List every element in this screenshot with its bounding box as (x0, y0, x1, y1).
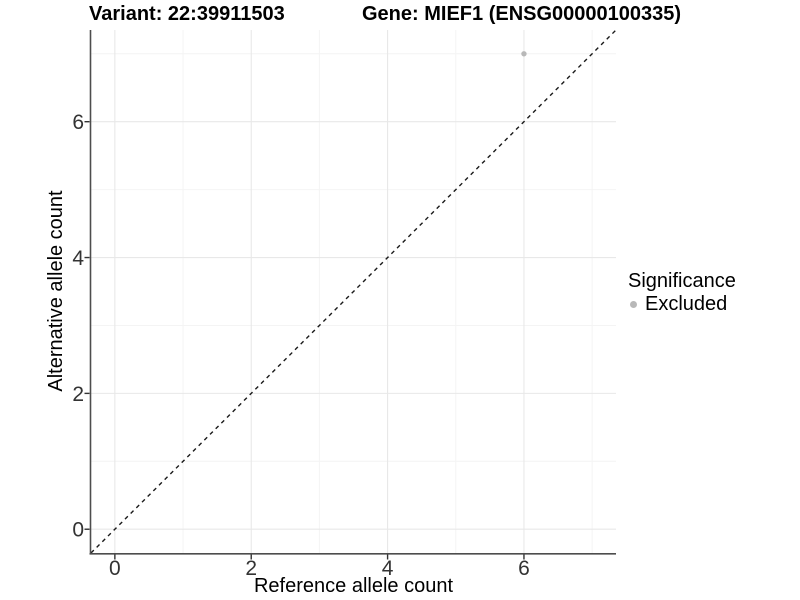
excluded-point-icon (630, 301, 637, 308)
x-axis-title: Reference allele count (253, 575, 453, 597)
gene-title: Gene: MIEF1 (ENSG00000100335) (362, 3, 682, 25)
legend: Significance Excluded (628, 270, 736, 316)
identity-reference-line (90, 29, 617, 554)
y-tick-label: 0 (72, 519, 84, 542)
x-tick-label: 6 (518, 557, 530, 580)
y-tick-label: 4 (72, 247, 84, 270)
legend-item-excluded: Excluded (628, 293, 736, 316)
x-tick-label: 0 (109, 557, 121, 580)
data-point-excluded (521, 51, 527, 57)
x-tick-label: 2 (245, 557, 257, 580)
x-tick-label: 4 (382, 557, 394, 580)
legend-item-label: Excluded (645, 293, 728, 315)
y-tick-label: 6 (72, 111, 84, 134)
y-axis-title: Alternative allele count (45, 190, 67, 392)
variant-title: Variant: 22:39911503 (89, 3, 285, 25)
legend-title: Significance (628, 270, 736, 292)
y-tick-label: 2 (72, 383, 84, 406)
